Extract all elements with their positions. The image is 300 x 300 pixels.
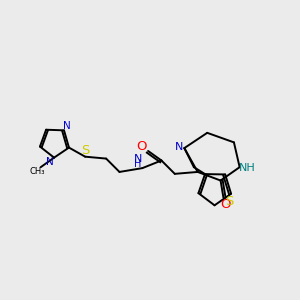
- Text: N: N: [63, 121, 71, 130]
- Text: N: N: [134, 154, 142, 164]
- Text: NH: NH: [239, 163, 256, 173]
- Text: S: S: [81, 143, 89, 157]
- Text: O: O: [220, 198, 231, 211]
- Text: N: N: [174, 142, 183, 152]
- Text: H: H: [134, 159, 141, 169]
- Text: S: S: [225, 195, 233, 208]
- Text: O: O: [136, 140, 147, 153]
- Text: CH₃: CH₃: [29, 167, 45, 176]
- Text: N: N: [46, 158, 54, 167]
